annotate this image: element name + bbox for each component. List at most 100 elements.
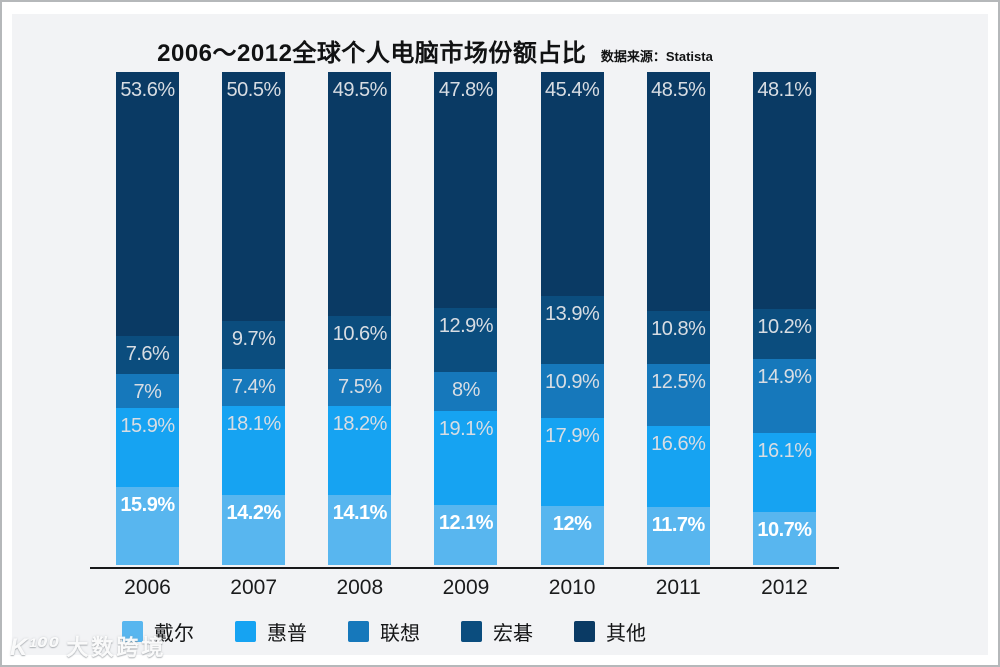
- segment-value-label: 14.9%: [757, 366, 812, 389]
- segment-value-label: 45.4%: [545, 79, 600, 101]
- segment-value-label: 47.8%: [438, 79, 494, 101]
- segment-value-label: 18.1%: [226, 412, 282, 435]
- x-axis-labels: 2006 2007 2008 2009 2010 2011 2012: [116, 576, 816, 600]
- segment-value-label: 11.7%: [651, 514, 706, 537]
- bar-segment-惠普-2007: 18.1%: [222, 405, 286, 495]
- segment-value-label: 49.5%: [332, 79, 388, 101]
- legend-label: 联想: [380, 623, 420, 645]
- legend-item-其他: 其他: [574, 617, 646, 646]
- segment-value-label: 15.9%: [120, 415, 175, 438]
- legend-item-戴尔: 戴尔: [122, 617, 194, 646]
- bar-segment-联想-2011: 12.5%: [646, 364, 710, 426]
- bar-segment-宏碁-2006: 7.6%: [116, 336, 179, 374]
- chart-source-note: 数据来源：Statista: [600, 49, 713, 64]
- bar-segment-戴尔-2007: 14.2%: [222, 494, 286, 565]
- segment-value-label: 12.9%: [438, 314, 494, 337]
- chart-header: 2006～2012全球个人电脑市场份额占比 数据来源：Statista: [2, 33, 868, 68]
- legend-label: 其他: [606, 623, 646, 645]
- x-axis-line: [90, 567, 839, 569]
- segment-value-label: 53.6%: [120, 79, 175, 101]
- x-axis-label-2006: 2006: [124, 576, 171, 599]
- x-axis-label-2011: 2011: [655, 576, 701, 599]
- legend-label: 惠普: [267, 623, 307, 645]
- chart-legend: 戴尔 惠普 联想 宏碁 其他: [122, 617, 646, 646]
- x-axis-label-2010: 2010: [548, 576, 596, 599]
- bar-segment-戴尔-2011: 11.7%: [646, 507, 710, 565]
- segment-value-label: 10.2%: [757, 316, 812, 339]
- x-axis-label-2008: 2008: [336, 576, 384, 599]
- legend-swatch-icon: [122, 621, 143, 642]
- bar-segment-惠普-2010: 17.9%: [540, 417, 604, 506]
- stacked-bars: 53.6% 7.6% 7% 15.9% 15.9% 50.5% 9.7% 7.4% 18.1% 1…: [116, 72, 816, 565]
- bar-segment-戴尔-2009: 12.1%: [434, 505, 498, 565]
- segment-value-label: 10.8%: [651, 317, 706, 340]
- bar-2010: 45.4% 13.9% 10.9% 17.9% 12%: [540, 72, 604, 565]
- segment-value-label: 14.2%: [226, 501, 282, 524]
- x-axis-label-2007: 2007: [230, 576, 278, 599]
- watermark: K¹⁰⁰ 大数跨境: [10, 630, 166, 662]
- legend-item-惠普: 惠普: [235, 617, 307, 646]
- segment-value-label: 48.5%: [651, 79, 706, 101]
- bar-2012: 48.1% 10.2% 14.9% 16.1% 10.7%: [752, 72, 816, 565]
- x-axis-label-2009: 2009: [442, 576, 490, 599]
- bar-2009: 47.8% 12.9% 8% 19.1% 12.1%: [434, 72, 498, 565]
- x-axis-label-2012: 2012: [761, 576, 808, 599]
- legend-label: 戴尔: [154, 623, 194, 645]
- segment-value-label: 7%: [133, 380, 162, 403]
- bar-segment-惠普-2006: 15.9%: [116, 408, 179, 487]
- bar-segment-宏碁-2008: 10.6%: [328, 316, 392, 369]
- bar-segment-联想-2012: 14.9%: [752, 359, 816, 433]
- segment-value-label: 12%: [552, 512, 592, 535]
- bar-segment-宏碁-2012: 10.2%: [752, 309, 816, 360]
- segment-value-label: 18.2%: [332, 412, 388, 435]
- segment-value-label: 10.6%: [332, 323, 388, 346]
- bar-2006: 53.6% 7.6% 7% 15.9% 15.9%: [116, 72, 179, 565]
- legend-swatch-icon: [235, 621, 256, 642]
- bar-segment-联想-2007: 7.4%: [222, 369, 286, 406]
- legend-label: 宏碁: [493, 623, 533, 645]
- bar-segment-惠普-2009: 19.1%: [434, 411, 498, 506]
- bar-segment-其他-2008: 49.5%: [328, 72, 392, 317]
- bar-segment-其他-2010: 45.4%: [540, 72, 604, 296]
- bar-segment-戴尔-2010: 12%: [540, 505, 604, 565]
- segment-value-label: 10.7%: [757, 519, 812, 542]
- bar-segment-联想-2006: 7%: [116, 373, 179, 409]
- legend-swatch-icon: [574, 621, 595, 642]
- bar-segment-其他-2012: 48.1%: [752, 72, 816, 310]
- bar-segment-戴尔-2012: 10.7%: [752, 512, 816, 565]
- segment-value-label: 9.7%: [231, 328, 276, 351]
- segment-value-label: 7.5%: [338, 375, 382, 398]
- bar-segment-宏碁-2009: 12.9%: [434, 307, 498, 372]
- watermark-logo-icon: K¹⁰⁰: [10, 634, 61, 661]
- segment-value-label: 14.1%: [332, 502, 388, 525]
- chart-title: 2006～2012全球个人电脑市场份额占比: [157, 40, 587, 67]
- bar-segment-宏碁-2010: 13.9%: [540, 295, 604, 365]
- segment-value-label: 10.9%: [545, 371, 600, 394]
- bar-segment-惠普-2012: 16.1%: [752, 432, 816, 513]
- legend-swatch-icon: [348, 621, 369, 642]
- segment-value-label: 7.4%: [231, 376, 276, 399]
- segment-value-label: 15.9%: [120, 493, 175, 516]
- segment-value-label: 12.1%: [438, 512, 494, 535]
- segment-value-label: 19.1%: [438, 418, 494, 440]
- legend-item-宏碁: 宏碁: [461, 617, 533, 646]
- segment-value-label: 50.5%: [226, 79, 282, 101]
- bar-segment-戴尔-2008: 14.1%: [328, 495, 392, 565]
- bar-segment-其他-2006: 53.6%: [116, 72, 179, 337]
- legend-item-联想: 联想: [348, 617, 420, 646]
- segment-value-label: 8%: [452, 378, 480, 401]
- bar-segment-惠普-2011: 16.6%: [646, 425, 710, 508]
- bar-segment-联想-2008: 7.5%: [328, 368, 392, 406]
- watermark-name: 大数跨境: [66, 635, 167, 660]
- segment-value-label: 16.6%: [651, 432, 706, 455]
- bar-segment-宏碁-2007: 9.7%: [222, 321, 286, 370]
- bar-2008: 49.5% 10.6% 7.5% 18.2% 14.1%: [328, 72, 392, 565]
- legend-swatch-icon: [461, 621, 482, 642]
- bar-segment-宏碁-2011: 10.8%: [646, 310, 710, 365]
- segment-value-label: 48.1%: [757, 79, 812, 101]
- segment-value-label: 17.9%: [545, 424, 600, 447]
- bar-segment-其他-2009: 47.8%: [434, 72, 498, 308]
- bar-segment-其他-2007: 50.5%: [222, 72, 286, 322]
- segment-value-label: 7.6%: [125, 343, 170, 366]
